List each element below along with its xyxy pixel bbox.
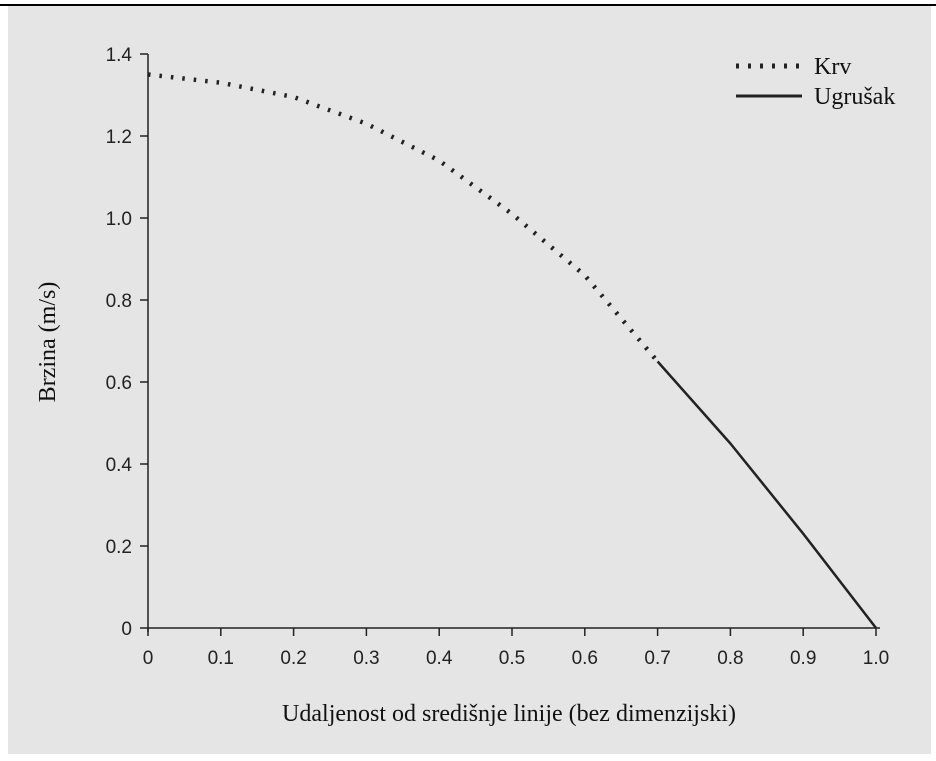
- x-tick-label: 0.7: [644, 648, 670, 669]
- x-tick-label: 0.4: [426, 648, 453, 669]
- x-tick-label: 0.1: [208, 648, 234, 669]
- x-tick-label: 0.6: [572, 648, 598, 669]
- y-tick-label: 0.8: [106, 291, 132, 312]
- x-axis-title: Udaljenost od središnje linije (bez dime…: [282, 701, 736, 727]
- y-tick-label: 0: [121, 619, 132, 640]
- legend: Krv Ugrušak: [736, 54, 895, 110]
- top-border: [0, 4, 936, 6]
- series-group: [147, 72, 877, 629]
- series-line-2: [656, 360, 877, 629]
- x-tick-label: 0.9: [790, 648, 816, 669]
- y-tick-label: 0.4: [106, 455, 133, 476]
- y-tick-label: 1.2: [106, 127, 132, 148]
- y-tick-label: 1.0: [106, 209, 132, 230]
- x-tick-label: 1.0: [863, 648, 889, 669]
- x-tick-label: 0.2: [280, 648, 306, 669]
- chart-panel: [8, 6, 931, 754]
- x-tick-label: 0.3: [353, 648, 379, 669]
- x-tick-label: 0.8: [717, 648, 743, 669]
- ticks: 0 0.1 0.2 0.3 0.4 0.5 0.6 0.7 0.8 0.9 1.0 0 0.2 0.4 0.…: [106, 45, 890, 669]
- y-tick-label: 0.6: [106, 373, 132, 394]
- x-tick-label: 0.5: [499, 648, 525, 669]
- legend-label-2: Ugrušak: [814, 84, 895, 110]
- y-tick-label: 1.4: [106, 45, 133, 66]
- y-axis-title: Brzina (m/s): [35, 282, 61, 403]
- axes: [147, 54, 880, 632]
- legend-label-1: Krv: [814, 54, 851, 80]
- x-tick-label: 0: [143, 648, 154, 669]
- series-line-1: [147, 72, 660, 363]
- y-tick-label: 0.2: [106, 537, 132, 558]
